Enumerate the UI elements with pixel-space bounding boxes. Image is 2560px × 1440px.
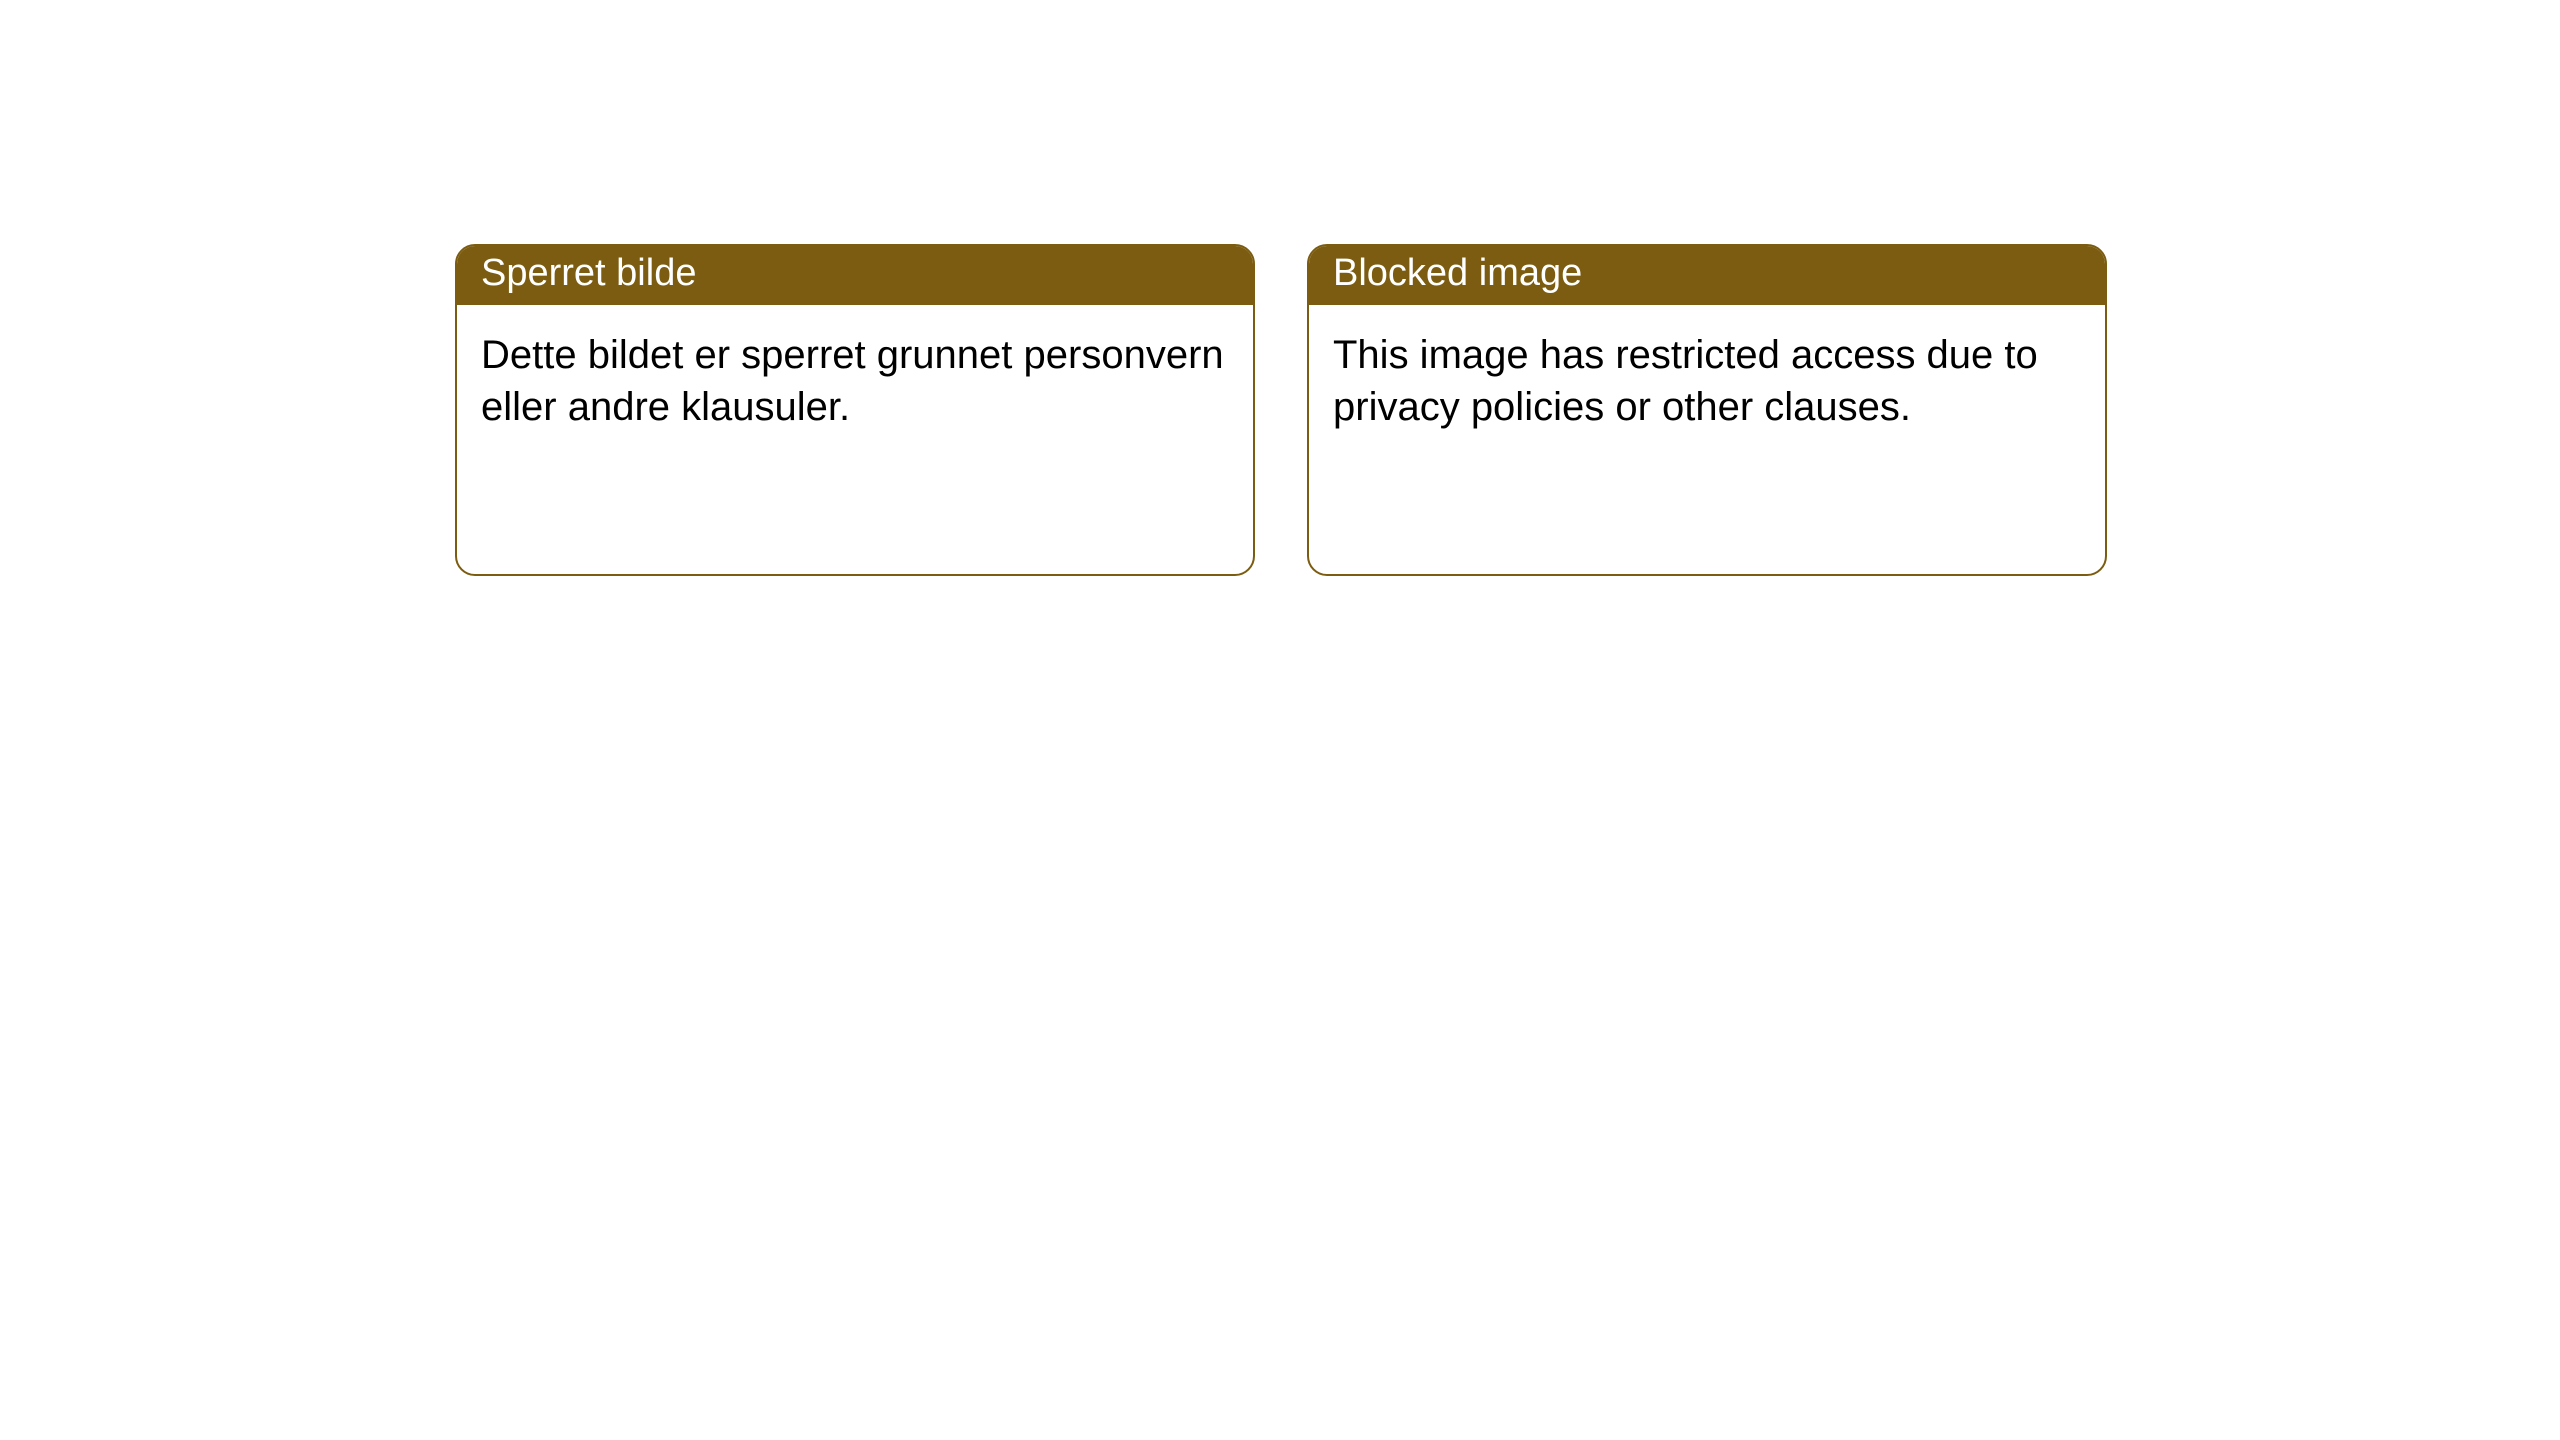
card-body-text: This image has restricted access due to … xyxy=(1333,333,2038,429)
card-body: Dette bildet er sperret grunnet personve… xyxy=(457,305,1253,457)
card-header: Blocked image xyxy=(1309,246,2105,305)
notice-card-english: Blocked image This image has restricted … xyxy=(1307,244,2107,576)
notice-cards-container: Sperret bilde Dette bildet er sperret gr… xyxy=(455,244,2107,576)
card-header-text: Sperret bilde xyxy=(481,252,696,294)
card-body: This image has restricted access due to … xyxy=(1309,305,2105,457)
card-body-text: Dette bildet er sperret grunnet personve… xyxy=(481,333,1224,429)
card-header-text: Blocked image xyxy=(1333,252,1582,294)
card-header: Sperret bilde xyxy=(457,246,1253,305)
notice-card-norwegian: Sperret bilde Dette bildet er sperret gr… xyxy=(455,244,1255,576)
